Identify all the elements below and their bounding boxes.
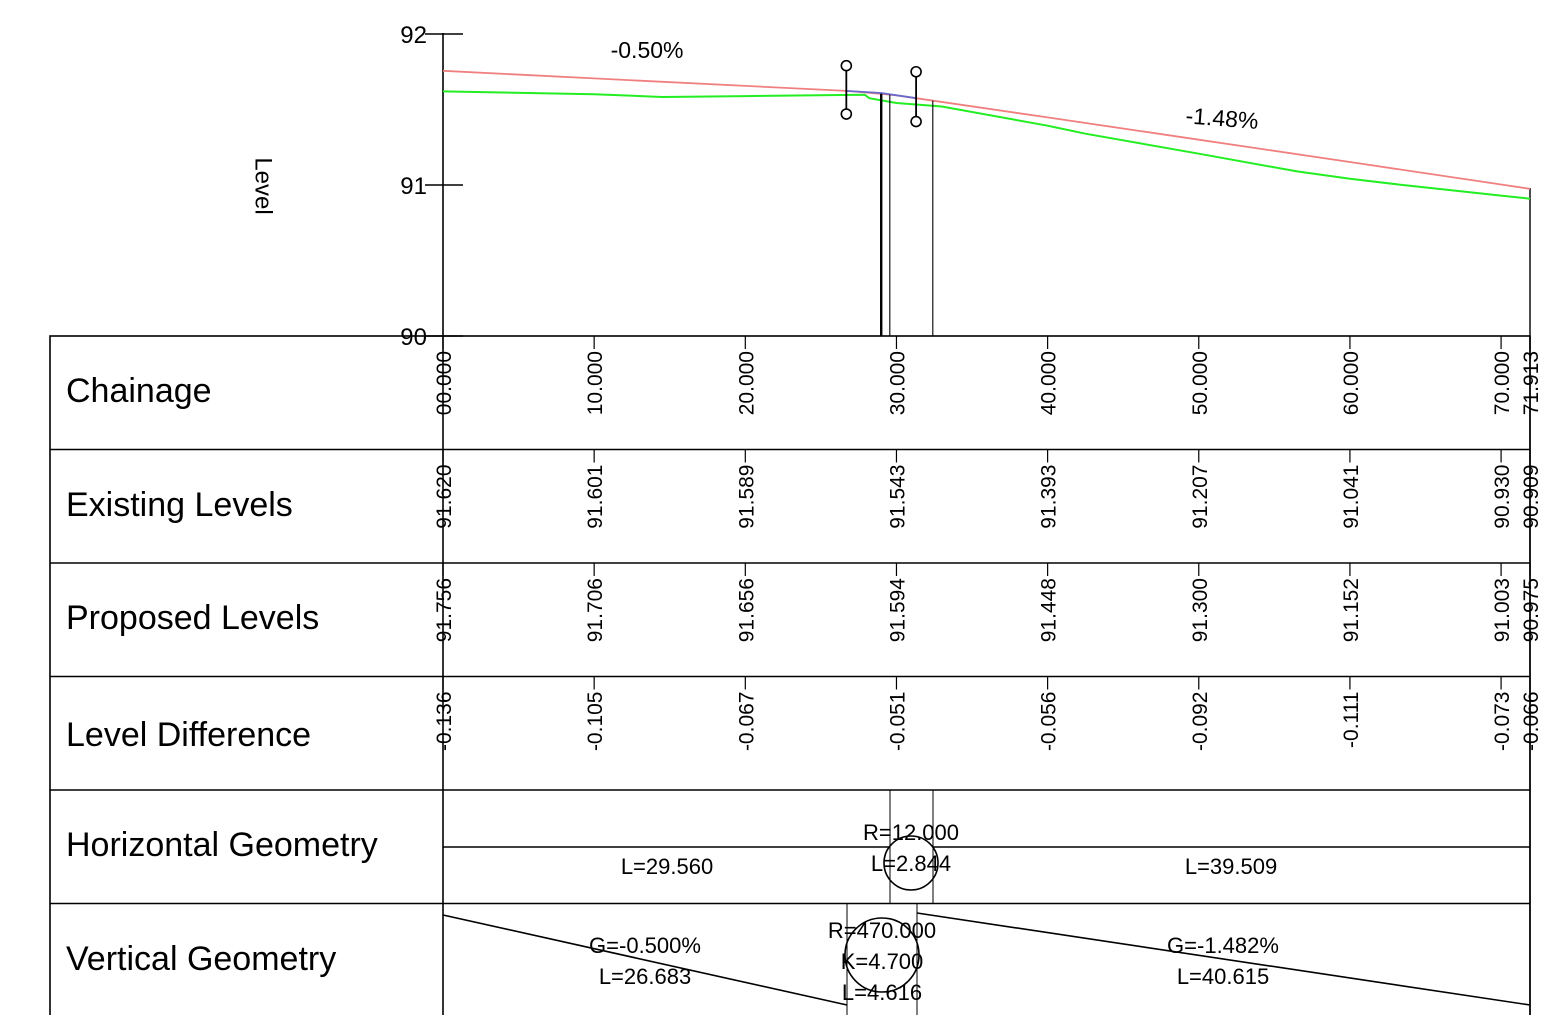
vt-grade-1: G=-0.500% <box>589 933 701 958</box>
hz-curve-radius: R=12.000 <box>863 820 959 845</box>
proposed-value-3: 91.594 <box>886 578 909 643</box>
grade-label-2: -1.48% <box>1185 102 1260 134</box>
difference-value-1: -0.105 <box>584 692 607 752</box>
y-tick-90: 90 <box>400 324 463 351</box>
proposed-value-1: 91.706 <box>584 578 607 642</box>
vt-grade-2-length: L=40.615 <box>1177 964 1269 989</box>
existing-level-line <box>442 90 1531 200</box>
chainage-value-6: 60.000 <box>1340 351 1363 415</box>
vt-grade-2-line <box>916 912 1531 1006</box>
proposed-value-7: 91.003 <box>1491 578 1514 642</box>
horizontal-geometry-diagram: L=29.560 R=12.000 L=2.844 L=39.509 <box>443 790 1530 904</box>
table-values: 00.000 10.000 20.000 30.000 40.000 50.000 60.0… <box>433 336 1543 751</box>
chainage-value-1: 10.000 <box>584 351 607 415</box>
difference-value-2: -0.067 <box>735 692 758 752</box>
vt-curve-k: K=4.700 <box>841 949 924 974</box>
existing-value-4: 91.393 <box>1038 465 1061 529</box>
vt-grade-1-line <box>442 914 848 1006</box>
existing-value-5: 91.207 <box>1189 465 1212 529</box>
proposed-value-5: 91.300 <box>1189 578 1212 642</box>
vertical-geometry-diagram: G=-0.500% L=26.683 R=470.000 K=4.700 L=4… <box>442 903 1531 1015</box>
chainage-value-7: 70.000 <box>1491 351 1514 415</box>
row-title-horizontal-geometry: Horizontal Geometry <box>66 826 378 864</box>
difference-value-5: -0.092 <box>1189 692 1212 752</box>
vt-curve-length: L=4.616 <box>842 980 922 1005</box>
vt-curve-symbol <box>844 917 920 993</box>
vt-grade-2: G=-1.482% <box>1167 933 1279 958</box>
difference-value-8: -0.066 <box>1520 692 1543 752</box>
vertical-curve-level-line <box>846 90 917 100</box>
vc-marker-bottom-1 <box>840 108 853 120</box>
proposed-value-4: 91.448 <box>1038 578 1061 642</box>
difference-value-7: -0.073 <box>1491 692 1514 752</box>
chainage-value-0: 00.000 <box>433 351 456 415</box>
vc-marker-top-2 <box>910 65 922 78</box>
y-tick-label-92: 92 <box>400 22 427 49</box>
proposed-value-6: 91.152 <box>1340 578 1363 642</box>
existing-value-3: 91.543 <box>886 465 909 529</box>
y-tick-label-90: 90 <box>400 324 427 351</box>
existing-value-8: 90.909 <box>1520 465 1543 529</box>
plot-marks <box>840 59 934 336</box>
proposed-level-line <box>442 69 1531 190</box>
y-tick-label-91: 91 <box>400 173 427 200</box>
hz-straight-1-length: L=29.560 <box>621 854 713 879</box>
vt-curve-radius: R=470.000 <box>828 918 936 943</box>
existing-value-0: 91.620 <box>433 465 456 529</box>
existing-value-7: 90.930 <box>1491 465 1514 529</box>
y-axis-title: Level <box>250 157 277 214</box>
chainage-value-4: 40.000 <box>1038 351 1061 415</box>
row-title-existing-levels: Existing Levels <box>66 486 293 524</box>
hz-straight-2-length: L=39.509 <box>1185 854 1277 879</box>
hz-curve-symbol <box>883 835 939 891</box>
data-table: Chainage Existing Levels Proposed Levels… <box>49 335 1543 1015</box>
difference-value-4: -0.056 <box>1038 692 1061 752</box>
chainage-value-2: 20.000 <box>735 351 758 415</box>
proposed-value-2: 91.656 <box>735 578 758 642</box>
row-title-proposed-levels: Proposed Levels <box>66 599 319 637</box>
difference-value-0: -0.136 <box>433 692 456 752</box>
vc-marker-top-1 <box>840 59 853 72</box>
difference-value-3: -0.051 <box>886 692 909 752</box>
chainage-value-5: 50.000 <box>1189 351 1212 415</box>
chainage-value-3: 30.000 <box>886 351 909 415</box>
vt-grade-1-length: L=26.683 <box>599 964 691 989</box>
row-title-level-difference: Level Difference <box>66 716 311 754</box>
existing-value-1: 91.601 <box>584 465 607 529</box>
grade-label-1: -0.50% <box>611 37 684 63</box>
existing-value-6: 91.041 <box>1340 465 1363 529</box>
row-title-chainage: Chainage <box>66 372 212 410</box>
hz-curve-length: L=2.844 <box>871 851 951 876</box>
existing-value-2: 91.589 <box>735 465 758 529</box>
vc-marker-bottom-2 <box>910 115 922 128</box>
proposed-value-0: 91.756 <box>433 578 456 642</box>
proposed-value-8: 90.975 <box>1520 578 1543 642</box>
difference-value-6: -0.111 <box>1340 692 1363 748</box>
plot-lines <box>442 69 1531 200</box>
row-title-vertical-geometry: Vertical Geometry <box>66 940 336 978</box>
y-tick-91: 91 <box>400 173 463 200</box>
y-tick-92: 92 <box>400 22 463 49</box>
chainage-value-8: 71.913 <box>1520 351 1543 415</box>
